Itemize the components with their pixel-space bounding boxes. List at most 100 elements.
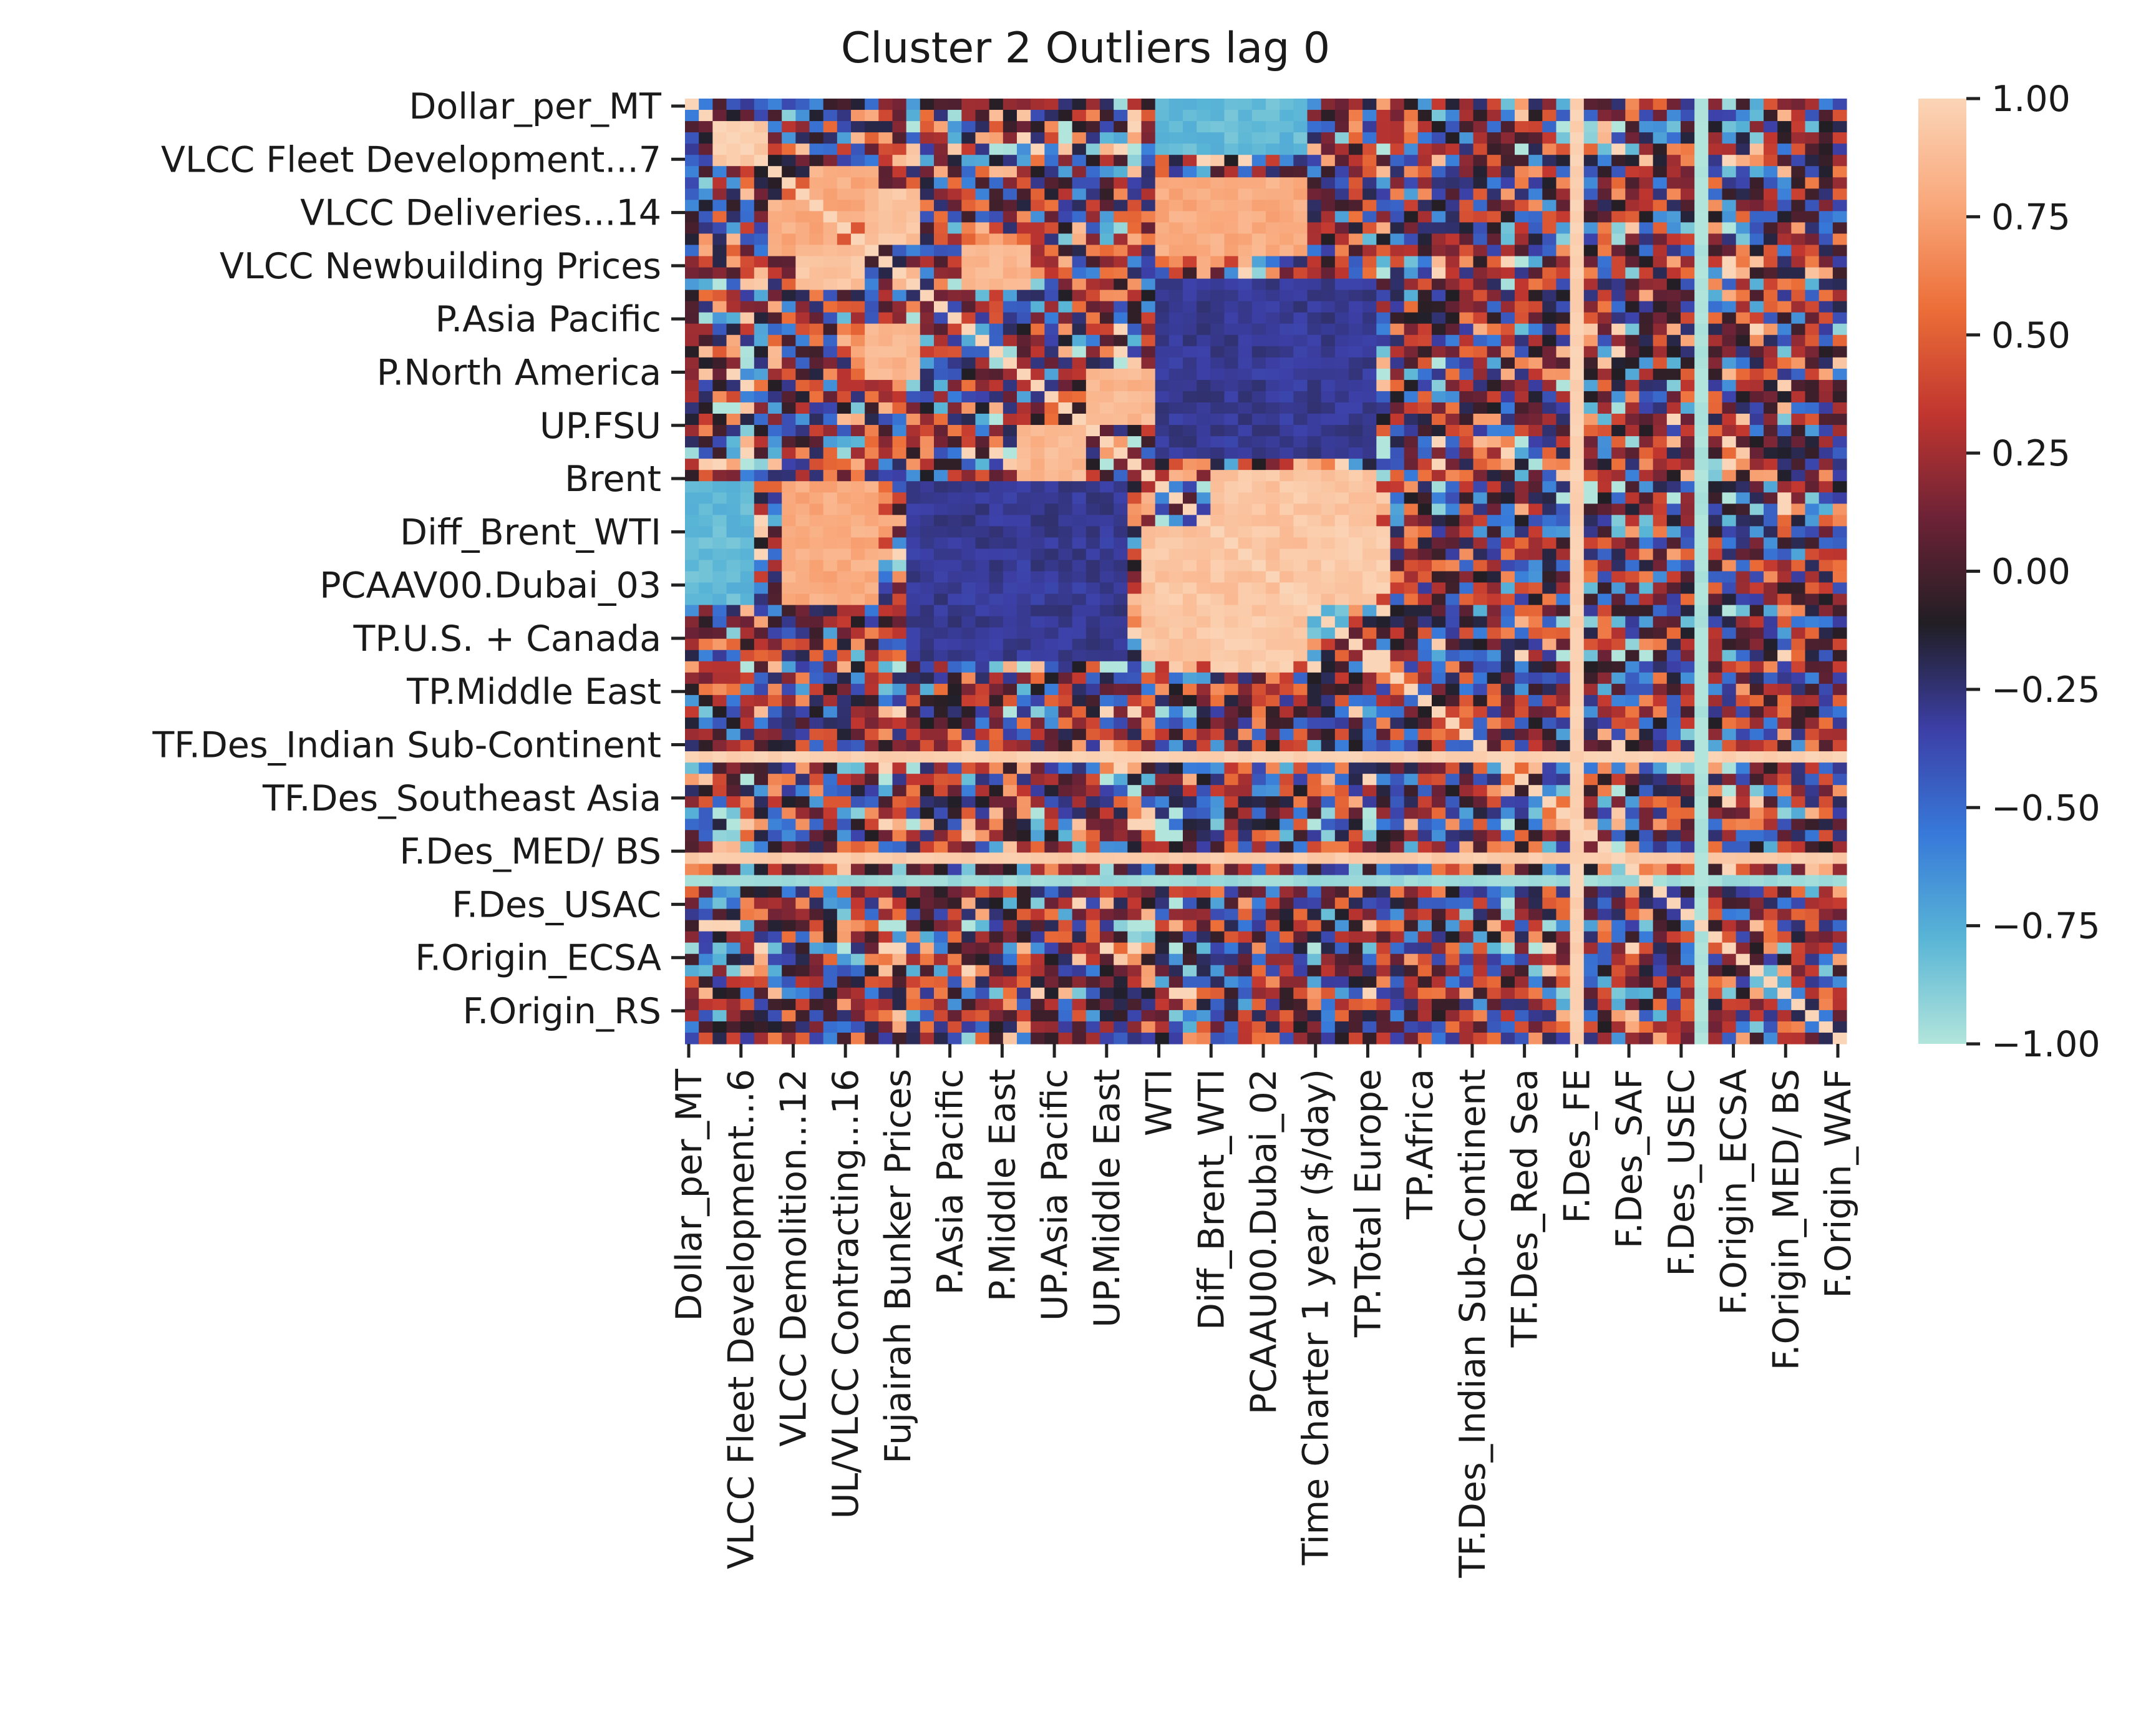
heatmap-cell: [1749, 301, 1764, 313]
heatmap-cell: [1280, 200, 1294, 212]
heatmap-cell: [1764, 537, 1778, 550]
heatmap-cell: [1666, 177, 1681, 189]
heatmap-cell: [1515, 717, 1529, 729]
heatmap-cell: [1031, 414, 1045, 426]
heatmap-cell: [1003, 582, 1017, 595]
heatmap-cell: [1681, 526, 1695, 538]
heatmap-cell: [1210, 391, 1225, 403]
heatmap-cell: [1251, 515, 1266, 527]
heatmap-cell: [1583, 481, 1598, 493]
heatmap-cell: [1611, 492, 1626, 504]
heatmap-cell: [1819, 256, 1833, 268]
heatmap-cell: [1805, 233, 1820, 246]
heatmap-cell: [1666, 414, 1681, 426]
heatmap-cell: [1515, 740, 1529, 752]
heatmap-cell: [1349, 132, 1363, 144]
heatmap-cell: [1432, 267, 1446, 280]
heatmap-cell: [1293, 323, 1308, 336]
heatmap-cell: [823, 402, 838, 414]
heatmap-cell: [1515, 245, 1529, 257]
heatmap-cell: [768, 402, 782, 414]
heatmap-cell: [1417, 256, 1432, 268]
heatmap-cell: [809, 729, 824, 741]
heatmap-cell: [989, 672, 1004, 684]
heatmap-cell: [920, 694, 935, 707]
heatmap-cell: [1044, 548, 1059, 561]
heatmap-cell: [1155, 200, 1170, 212]
heatmap-cell: [1017, 706, 1031, 718]
heatmap-cell: [1251, 312, 1266, 324]
heatmap-cell: [1072, 627, 1087, 640]
heatmap-cell: [1127, 200, 1142, 212]
heatmap-cell: [892, 278, 907, 291]
heatmap-cell: [837, 144, 852, 155]
heatmap-cell: [1031, 751, 1045, 763]
heatmap-cell: [1653, 267, 1668, 280]
heatmap-cell: [1058, 515, 1073, 527]
heatmap-cell: [1694, 256, 1709, 268]
heatmap-cell: [1376, 740, 1391, 752]
heatmap-cell: [1100, 245, 1114, 257]
heatmap-cell: [1653, 379, 1668, 392]
heatmap-cell: [1072, 548, 1087, 561]
heatmap-cell: [1653, 526, 1668, 538]
heatmap-cell: [1515, 515, 1529, 527]
heatmap-cell: [878, 200, 893, 212]
heatmap-cell: [1224, 447, 1239, 459]
heatmap-cell: [1210, 582, 1225, 595]
heatmap-cell: [1280, 301, 1294, 313]
heatmap-cell: [782, 368, 796, 381]
heatmap-cell: [1224, 492, 1239, 504]
heatmap-cell: [1666, 245, 1681, 257]
heatmap-cell: [948, 537, 962, 550]
heatmap-cell: [1085, 694, 1100, 707]
heatmap-cell: [837, 729, 852, 741]
heatmap-cell: [1114, 425, 1128, 437]
heatmap-cell: [837, 627, 852, 640]
heatmap-cell: [1224, 99, 1239, 110]
heatmap-cell: [948, 762, 962, 774]
heatmap-cell: [837, 470, 852, 482]
heatmap-cell: [948, 729, 962, 741]
heatmap-cell: [809, 481, 824, 493]
heatmap-cell: [1334, 492, 1349, 504]
heatmap-cell: [768, 346, 782, 358]
heatmap-cell: [1666, 144, 1681, 155]
heatmap-cell: [878, 144, 893, 155]
heatmap-cell: [1432, 560, 1446, 572]
heatmap-cell: [1459, 233, 1474, 246]
heatmap-cell: [712, 661, 727, 673]
heatmap-cell: [1293, 593, 1308, 606]
heatmap-cell: [1321, 346, 1336, 358]
heatmap-cell: [1307, 110, 1322, 122]
heatmap-cell: [1293, 334, 1308, 347]
heatmap-cell: [1321, 481, 1336, 493]
heatmap-cell: [823, 582, 838, 595]
heatmap-cell: [906, 605, 921, 617]
heatmap-cell: [851, 436, 865, 448]
heatmap-cell: [726, 504, 741, 515]
heatmap-cell: [782, 650, 796, 662]
heatmap-cell: [975, 470, 990, 482]
heatmap-cell: [1058, 571, 1073, 583]
heatmap-cell: [892, 391, 907, 403]
heatmap-cell: [1681, 717, 1695, 729]
heatmap-cell: [1611, 459, 1626, 470]
heatmap-cell: [1445, 312, 1460, 324]
heatmap-cell: [1570, 368, 1585, 381]
heatmap-cell: [989, 593, 1004, 606]
heatmap-cell: [1694, 672, 1709, 684]
heatmap-cell: [1085, 515, 1100, 527]
heatmap-cell: [1404, 177, 1419, 189]
heatmap-cell: [1072, 166, 1087, 178]
heatmap-cell: [1459, 222, 1474, 235]
heatmap-cell: [1639, 323, 1654, 336]
heatmap-cell: [712, 155, 727, 167]
heatmap-cell: [865, 155, 879, 167]
heatmap-cell: [1266, 515, 1280, 527]
heatmap-cell: [1114, 233, 1128, 246]
heatmap-cell: [795, 447, 810, 459]
heatmap-cell: [1459, 110, 1474, 122]
heatmap-cell: [1459, 402, 1474, 414]
heatmap-cell: [699, 267, 713, 280]
